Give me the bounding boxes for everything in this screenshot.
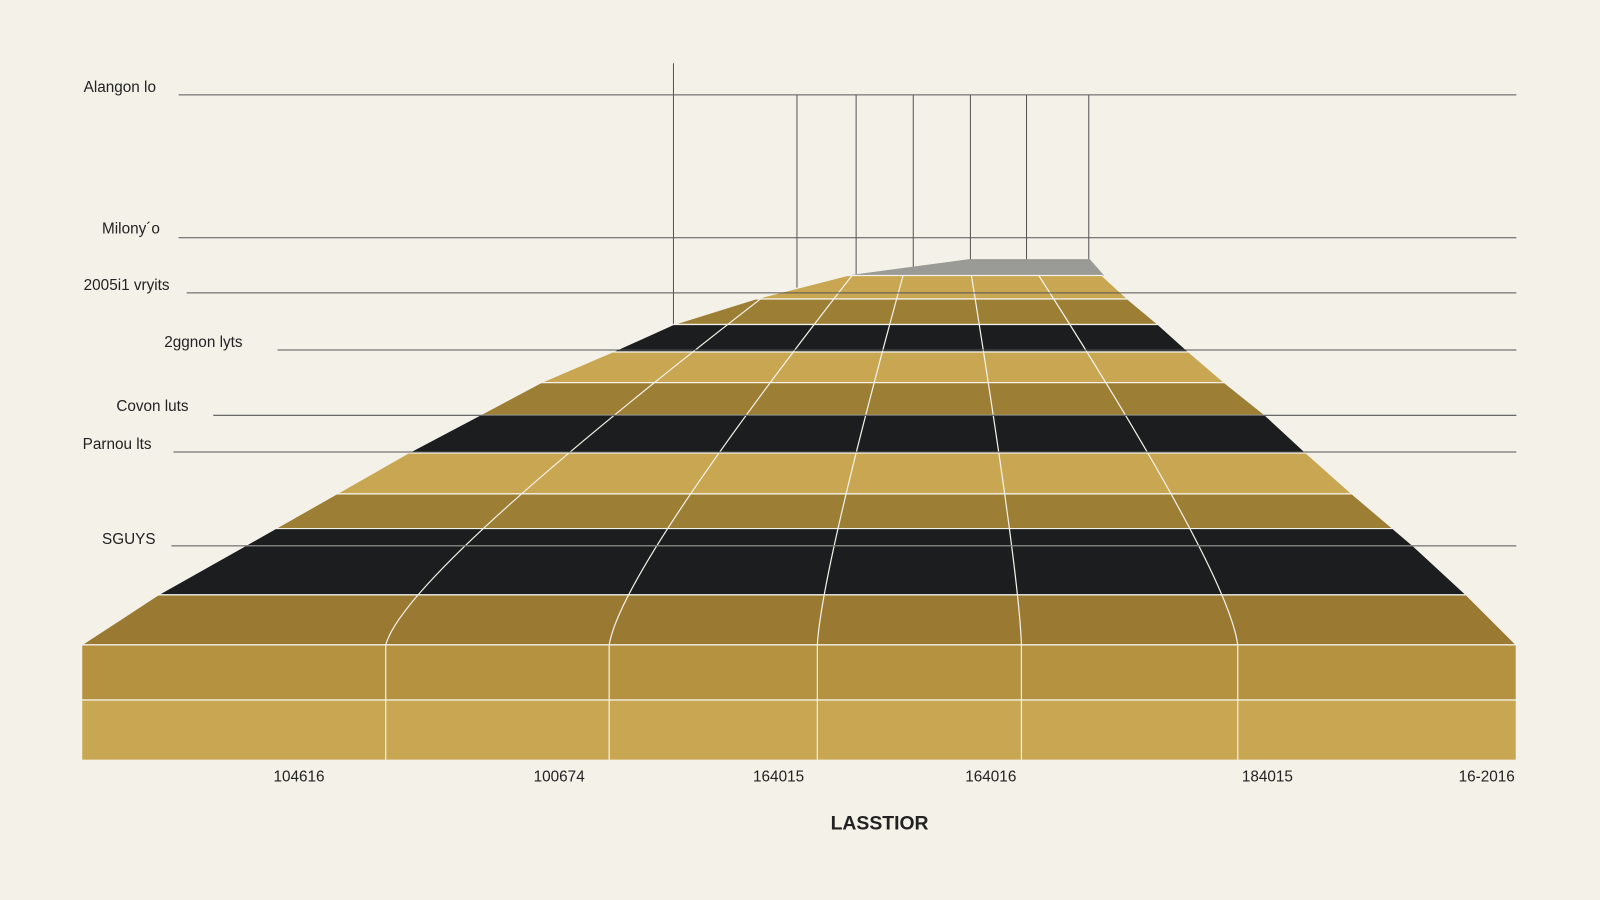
x-label: 104616 xyxy=(273,769,324,786)
top-grid xyxy=(672,63,1090,325)
row-label: Covon luts xyxy=(116,398,189,415)
divider xyxy=(816,275,904,761)
row-label: Parnou lts xyxy=(83,436,152,453)
x-label: 184015 xyxy=(1242,769,1293,786)
divider xyxy=(608,275,853,761)
row-label: 2005i1 vryits xyxy=(84,277,170,294)
surface-band xyxy=(155,545,1468,596)
divider xyxy=(970,275,1023,761)
x-label: 164016 xyxy=(965,769,1016,786)
surface-band xyxy=(81,644,1517,701)
surface-band xyxy=(273,493,1395,530)
surface-band xyxy=(673,298,1160,326)
row-label: Alangon lo xyxy=(84,79,156,96)
surface-band xyxy=(81,699,1517,761)
surface-band xyxy=(79,594,1518,646)
x-axis-title: LASSTIOR xyxy=(831,813,929,835)
labels: Alangon lo Milony´o 2005i1 vryits 2ggnon ly… xyxy=(83,79,1517,786)
x-label: 16-2016 xyxy=(1459,769,1515,786)
x-label: 164015 xyxy=(753,769,804,786)
divider xyxy=(385,275,792,761)
row-label: 2ggnon lyts xyxy=(164,334,243,351)
row-label: SGUYS xyxy=(102,531,156,548)
surface-cap xyxy=(846,259,1105,276)
surface-band xyxy=(334,452,1354,495)
row-label: Milony´o xyxy=(102,221,160,238)
x-label: 100674 xyxy=(534,769,586,786)
surface-band xyxy=(242,527,1415,547)
divider xyxy=(1038,275,1239,761)
surface-band xyxy=(540,351,1227,384)
